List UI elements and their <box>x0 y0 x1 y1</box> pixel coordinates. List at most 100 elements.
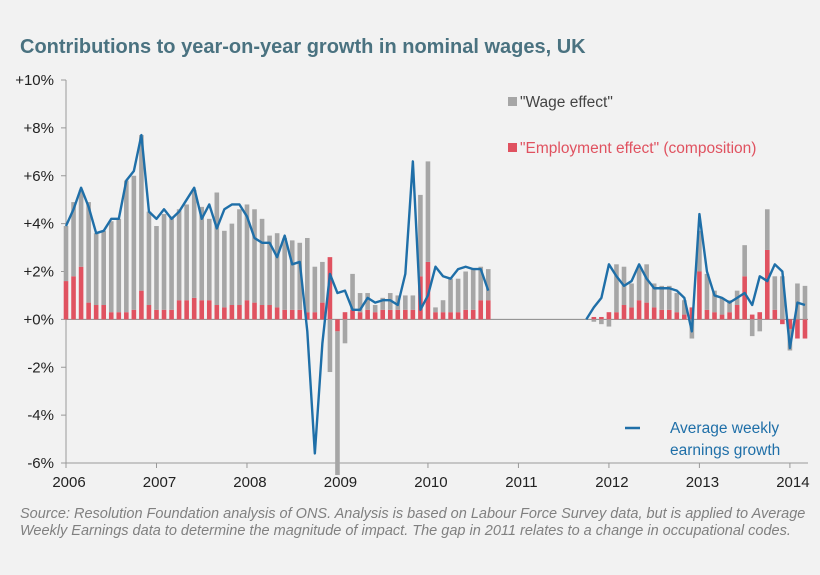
bar-employment <box>342 312 348 320</box>
bar-wage <box>274 233 280 308</box>
legend-label-employment: "Employment effect" (composition) <box>520 140 756 157</box>
bar-employment <box>93 305 99 320</box>
x-tick-label: 2012 <box>595 474 628 491</box>
bar-employment <box>749 314 755 320</box>
earnings-growth-line <box>64 133 490 455</box>
bar-wage <box>666 285 672 310</box>
x-tick-label: 2006 <box>52 474 85 491</box>
bar-employment <box>101 305 107 320</box>
bar-employment <box>727 312 732 320</box>
bar-employment <box>659 309 665 320</box>
bar-employment <box>644 302 649 320</box>
y-tick-label: +8% <box>24 120 54 137</box>
bar-employment <box>764 249 770 320</box>
bar-wage <box>380 297 386 310</box>
bar-employment <box>320 302 325 320</box>
bar-employment <box>78 266 84 320</box>
y-tick-label: +10% <box>15 72 54 89</box>
bar-wage <box>131 175 137 310</box>
line-series <box>64 133 806 455</box>
bar-wage <box>591 319 597 322</box>
bar-employment <box>108 312 114 320</box>
bar-wage <box>674 293 680 313</box>
bar-employment <box>591 316 597 320</box>
bar-wage <box>478 266 484 301</box>
bar-employment <box>312 312 318 320</box>
bar-wage <box>433 307 438 313</box>
bar-employment <box>267 305 272 320</box>
bar-wage <box>229 223 235 306</box>
y-tick-label: -6% <box>27 455 54 472</box>
bar-employment <box>335 319 340 332</box>
legend-swatch-employment <box>508 143 517 152</box>
bar-wage <box>470 269 476 310</box>
bar-employment <box>131 309 137 320</box>
bar-employment <box>478 300 484 320</box>
bar-wage <box>101 230 107 306</box>
bar-employment <box>289 309 295 320</box>
bar-wage <box>320 261 325 303</box>
bar-wage <box>184 204 189 301</box>
bar-employment <box>704 309 710 320</box>
bar-employment <box>244 300 250 320</box>
bar-employment <box>787 319 793 329</box>
legend-label-wage: "Wage effect" <box>520 94 613 111</box>
bar-wage <box>191 190 197 298</box>
bar-employment <box>184 300 189 320</box>
bar-wage <box>372 305 378 313</box>
bar-wage <box>237 209 242 306</box>
bar-wage <box>599 319 604 325</box>
bar-employment <box>485 300 491 320</box>
bar-wage <box>651 283 657 308</box>
bar-employment <box>666 309 672 320</box>
bar-wage <box>71 202 76 277</box>
bar-employment <box>448 312 453 320</box>
earnings-growth-line <box>585 212 806 350</box>
bar-wage <box>267 235 272 306</box>
bar-wage <box>252 209 257 303</box>
bar-wage <box>169 216 174 310</box>
bar-employment <box>470 309 476 320</box>
bar-employment <box>191 297 197 320</box>
bar-employment <box>674 312 680 320</box>
bar-employment <box>259 305 265 320</box>
legend: "Wage effect" "Employment effect" (compo… <box>508 94 780 459</box>
bar-wage <box>704 273 710 310</box>
bar-wage <box>176 209 182 301</box>
bar-employment <box>795 319 800 339</box>
bar-employment <box>387 309 393 320</box>
bar-wage <box>697 230 702 272</box>
bar-wage <box>606 319 612 327</box>
bar-wage <box>342 319 348 344</box>
bar-wage <box>93 233 99 306</box>
bar-employment <box>139 290 144 320</box>
bar-employment <box>350 309 355 320</box>
bar-wage <box>644 264 649 303</box>
bar-wage <box>764 209 770 250</box>
bar-employment <box>229 305 235 320</box>
bar-employment <box>124 312 129 320</box>
bar-wage <box>199 206 205 301</box>
bar-employment <box>802 319 808 339</box>
bar-wage <box>63 226 69 282</box>
bar-employment <box>154 309 159 320</box>
bar-employment <box>372 312 378 320</box>
bar-wage <box>222 230 227 308</box>
x-axis: 2006 2007 2008 2009 2010 2011 2012 2013 2014 <box>52 318 810 491</box>
bar-employment <box>629 307 634 320</box>
x-tick-label: 2014 <box>776 474 809 491</box>
bar-employment <box>433 312 438 320</box>
bar-employment <box>742 276 747 320</box>
bar-wage <box>712 290 717 313</box>
bar-employment <box>734 305 740 320</box>
x-tick-label: 2011 <box>505 474 537 491</box>
bar-wage <box>780 276 785 320</box>
bar-wage <box>485 269 491 301</box>
bar-employment <box>780 319 785 325</box>
x-tick-label: 2013 <box>686 474 719 491</box>
x-tick-label: 2010 <box>414 474 447 491</box>
bar-employment <box>621 305 627 320</box>
bar-employment <box>636 300 642 320</box>
bar-employment <box>425 261 431 320</box>
bar-wage <box>719 297 725 315</box>
